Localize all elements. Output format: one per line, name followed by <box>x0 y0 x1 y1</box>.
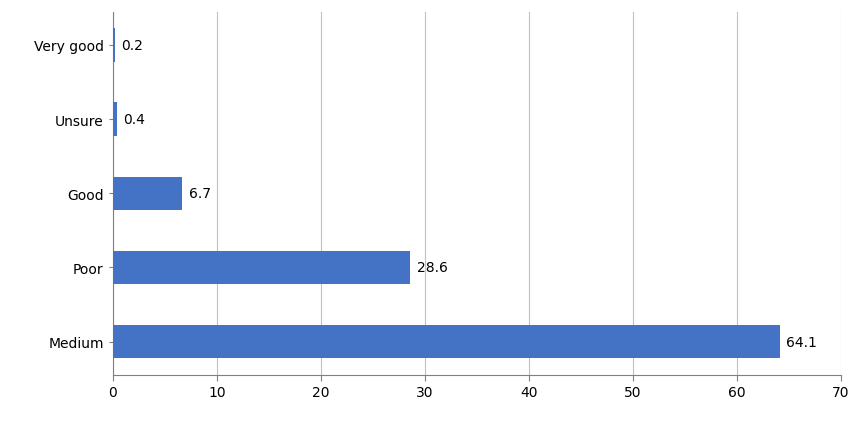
Bar <box>113 103 117 136</box>
Bar <box>113 177 182 210</box>
Text: 6.7: 6.7 <box>189 187 211 201</box>
Bar <box>113 29 114 63</box>
Bar <box>113 325 779 358</box>
Text: 28.6: 28.6 <box>416 261 447 275</box>
Bar <box>113 251 410 285</box>
Text: 64.1: 64.1 <box>786 335 817 349</box>
Text: 0.2: 0.2 <box>121 39 143 53</box>
Text: 0.4: 0.4 <box>123 113 145 127</box>
